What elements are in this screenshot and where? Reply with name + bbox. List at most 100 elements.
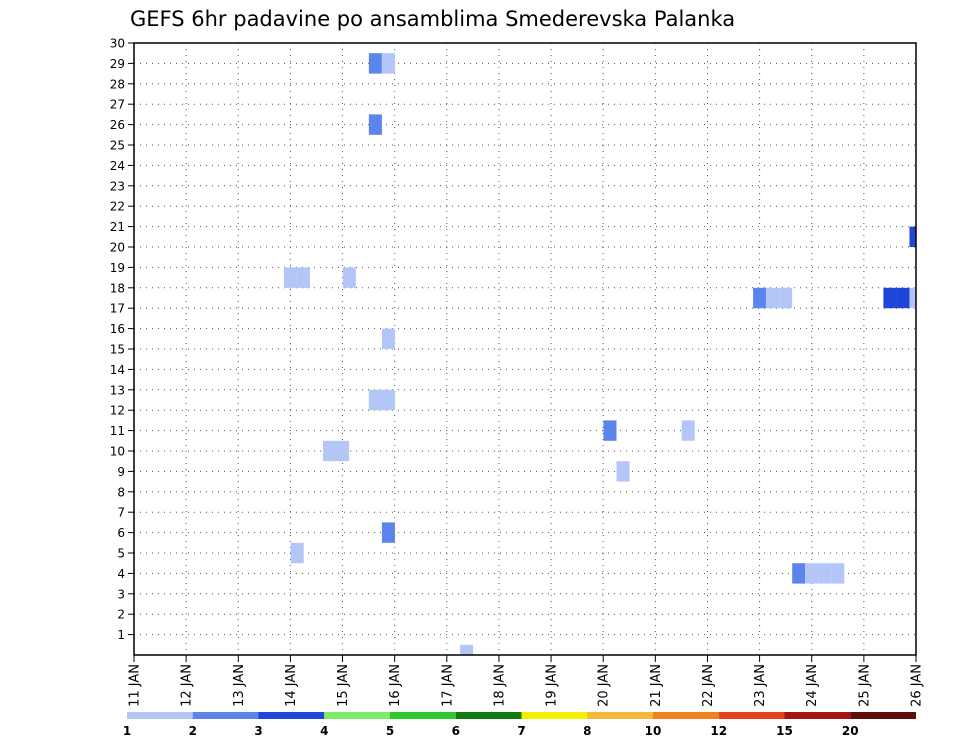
precip-cell: [818, 563, 832, 584]
colorbar-label: 7: [517, 724, 525, 738]
y-tick-label: 27: [110, 98, 125, 112]
x-tick-label: 13 JAN: [232, 664, 247, 707]
y-tick-label: 29: [110, 57, 125, 71]
precip-cell: [681, 420, 695, 441]
x-tick-label: 16 JAN: [388, 664, 403, 707]
precip-cell: [368, 53, 382, 74]
x-axis-ticks: 11 JAN 12 JAN 13 JAN 14 JAN 15 JAN 16 JAN 17 J…: [128, 655, 925, 707]
precip-cell: [381, 522, 395, 543]
colorbar-swatch: [784, 712, 851, 719]
y-tick-label: 26: [110, 118, 125, 132]
x-tick-label: 21 JAN: [649, 664, 664, 707]
colorbar-label: 5: [386, 724, 394, 738]
precip-cell: [322, 440, 337, 462]
x-tick-label: 23 JAN: [753, 664, 768, 707]
precip-cell: [883, 287, 897, 309]
y-tick-label: 21: [110, 220, 125, 234]
x-tick-label: 26 JAN: [910, 664, 925, 707]
y-tick-label: 25: [110, 139, 125, 153]
y-tick-label: 15: [110, 343, 125, 357]
precip-cell: [792, 563, 806, 584]
precip-cell: [368, 389, 382, 411]
x-tick-label: 14 JAN: [284, 664, 299, 707]
precip-cell: [381, 328, 395, 349]
precip-cell: [368, 114, 382, 135]
x-tick-label: 20 JAN: [597, 664, 612, 707]
colorbar-swatch: [390, 712, 456, 719]
y-tick-label: 3: [117, 587, 125, 601]
grid-lines: [134, 43, 916, 655]
colorbar-swatch: [192, 712, 259, 719]
chart-title: GEFS 6hr padavine po ansamblima Smederev…: [130, 7, 735, 31]
y-tick-label: 6: [117, 526, 125, 540]
x-tick-label: 25 JAN: [857, 664, 872, 707]
x-tick-label: 18 JAN: [492, 664, 507, 707]
precip-cell: [909, 287, 916, 309]
colorbar-swatch: [127, 712, 193, 719]
precip-cell: [336, 440, 350, 462]
colorbar-label: 20: [842, 724, 859, 738]
colorbar-label: 3: [254, 724, 262, 738]
precip-cell: [896, 287, 910, 309]
precip-cell: [805, 563, 819, 584]
y-tick-label: 9: [117, 465, 125, 479]
y-tick-label: 1: [117, 628, 125, 642]
precip-cell: [616, 461, 630, 482]
y-tick-label: 19: [110, 261, 125, 275]
y-tick-label: 11: [110, 424, 125, 438]
colorbar-label: 10: [645, 724, 662, 738]
x-tick-label: 17 JAN: [440, 664, 455, 707]
precip-cell: [779, 287, 793, 309]
x-tick-label: 19 JAN: [545, 664, 560, 707]
y-tick-label: 5: [117, 547, 125, 561]
y-tick-label: 14: [110, 363, 125, 377]
y-axis-ticks: 1234567891011121314151617181920212223242…: [110, 37, 134, 642]
colorbar-swatch: [521, 712, 588, 719]
colorbar-swatch: [324, 712, 390, 719]
y-tick-label: 22: [110, 200, 125, 214]
colorbar-label: 12: [710, 724, 727, 738]
y-tick-label: 24: [110, 159, 125, 173]
y-tick-label: 4: [117, 567, 125, 581]
y-tick-label: 2: [117, 608, 125, 622]
colorbar-label: 8: [583, 724, 591, 738]
precip-cell: [909, 226, 916, 247]
y-tick-label: 28: [110, 77, 125, 91]
colorbar-swatch: [653, 712, 719, 719]
colorbar-label: 15: [776, 724, 793, 738]
y-tick-label: 13: [110, 383, 125, 397]
x-tick-label: 15 JAN: [336, 664, 351, 707]
colorbar-label: 4: [320, 724, 328, 738]
y-tick-label: 7: [117, 506, 125, 520]
y-tick-label: 10: [110, 445, 125, 459]
precip-cell: [460, 644, 474, 655]
x-tick-label: 11 JAN: [128, 664, 143, 707]
y-tick-label: 20: [110, 241, 125, 255]
colorbar-swatch: [455, 712, 522, 719]
precip-cell: [296, 267, 310, 288]
y-tick-label: 30: [110, 37, 125, 51]
precip-cell: [603, 420, 617, 441]
y-tick-label: 23: [110, 179, 125, 193]
colorbar-swatch: [587, 712, 653, 719]
precip-cell: [290, 542, 304, 564]
colorbar-swatch: [718, 712, 785, 719]
colorbar-legend: 1 2 3 4 5 6 7 8 10 12 15 20: [123, 712, 916, 738]
x-tick-label: 22 JAN: [701, 664, 716, 707]
precipitation-cells: [283, 53, 916, 655]
y-tick-label: 17: [110, 302, 125, 316]
x-tick-label: 12 JAN: [180, 664, 195, 707]
x-tick-label: 24 JAN: [805, 664, 820, 707]
precip-cell: [766, 287, 780, 309]
colorbar-label: 1: [123, 724, 131, 738]
colorbar-label: 2: [189, 724, 197, 738]
y-tick-label: 12: [110, 404, 125, 418]
precip-cell: [342, 267, 356, 288]
precip-cell: [831, 563, 845, 584]
precip-cell: [381, 389, 395, 411]
colorbar-swatch: [258, 712, 325, 719]
y-tick-label: 16: [110, 322, 125, 336]
y-tick-label: 8: [117, 485, 125, 499]
precip-cell: [381, 53, 395, 74]
